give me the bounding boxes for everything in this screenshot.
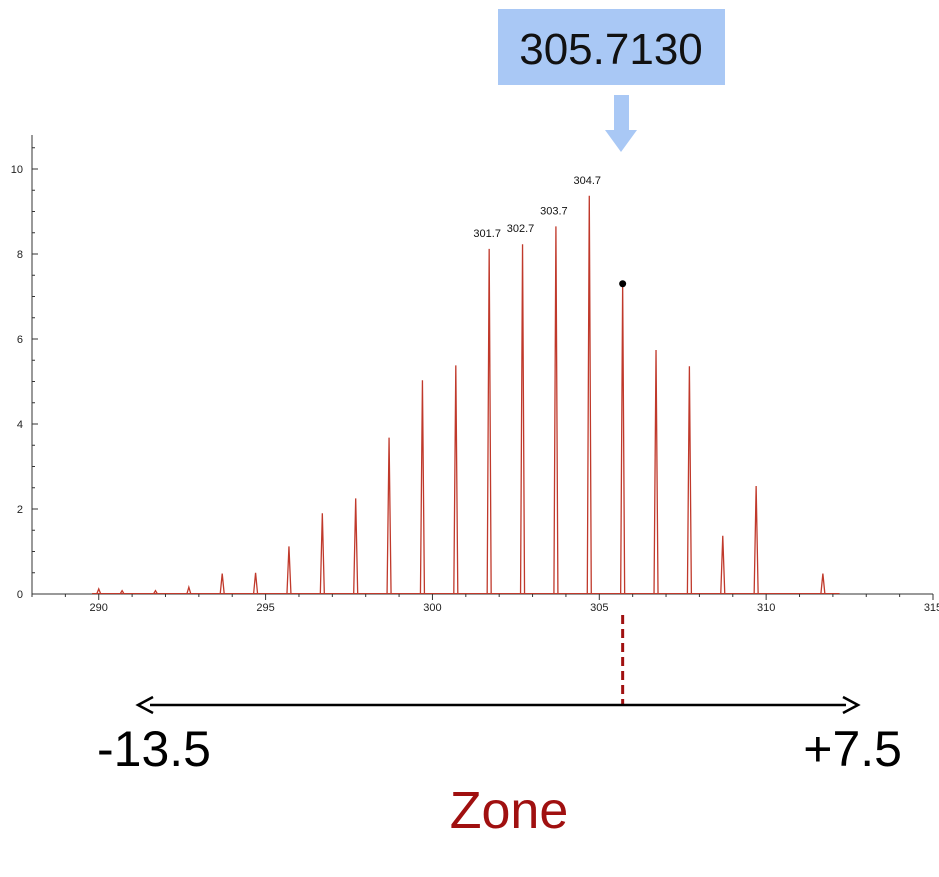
peak-label: 303.7	[540, 205, 568, 217]
peak	[219, 573, 225, 595]
peak	[820, 573, 826, 595]
range-arrow-right-icon	[842, 695, 861, 715]
peak	[486, 248, 492, 595]
peak	[753, 486, 759, 595]
peak	[519, 244, 526, 595]
peak-labels: 301.7 302.7 303.7 304.7	[473, 175, 601, 240]
peak	[119, 589, 125, 595]
range-right-label: +7.5	[803, 721, 902, 777]
y-tick-label: 4	[17, 419, 23, 431]
peak	[353, 498, 359, 595]
x-tick-label: 290	[90, 602, 108, 614]
peak	[386, 437, 392, 595]
peak	[319, 513, 325, 595]
highlight-marker	[619, 280, 627, 288]
y-tick-label: 0	[17, 589, 23, 601]
overlay: 305.7130 -13.5 +7.5 Zone	[97, 9, 902, 840]
axes: 290 295 300 305 310 315 0 2 4 6 8 10	[11, 135, 939, 614]
peak	[252, 572, 259, 595]
peaks	[92, 195, 840, 595]
peak	[720, 535, 726, 595]
peak-label: 302.7	[507, 223, 535, 235]
range-left-label: -13.5	[97, 721, 211, 777]
peak	[186, 584, 192, 595]
peak	[96, 587, 102, 595]
callout-label: 305.7130	[519, 25, 703, 74]
peak	[686, 366, 693, 595]
range-arrow-left-icon	[135, 695, 154, 715]
peak	[620, 283, 626, 595]
y-tick-label: 6	[17, 334, 23, 346]
x-tick-label: 315	[924, 602, 939, 614]
peak	[586, 195, 592, 595]
y-tick-label: 8	[17, 249, 23, 261]
peak	[419, 380, 426, 595]
x-tick-label: 300	[423, 602, 441, 614]
x-tick-label: 295	[256, 602, 274, 614]
y-tick-label: 2	[17, 504, 23, 516]
peak	[553, 226, 559, 595]
callout-box	[498, 9, 725, 85]
peak	[152, 589, 159, 595]
x-tick-label: 310	[757, 602, 775, 614]
x-tick-label: 305	[590, 602, 608, 614]
callout-arrow-icon	[605, 95, 637, 152]
y-tick-label: 10	[11, 164, 23, 176]
peak-label: 304.7	[574, 175, 602, 187]
peak	[286, 546, 292, 595]
peak-label: 301.7	[473, 228, 501, 240]
peak	[453, 365, 459, 595]
peak	[653, 350, 659, 595]
zone-label: Zone	[450, 782, 569, 840]
